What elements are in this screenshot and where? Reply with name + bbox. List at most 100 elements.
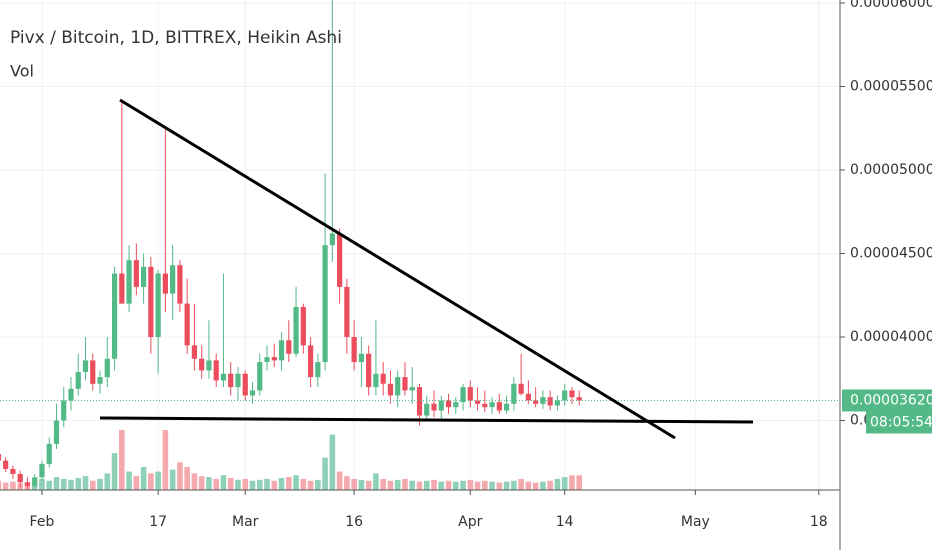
volume-bar bbox=[554, 478, 561, 490]
candle-body bbox=[53, 420, 60, 444]
volume-bar bbox=[336, 471, 343, 490]
candle-body bbox=[358, 353, 364, 363]
candle-body bbox=[199, 358, 205, 371]
candle-body bbox=[235, 373, 241, 388]
candle-body bbox=[293, 306, 299, 354]
volume-bar bbox=[467, 479, 474, 490]
x-tick-label: 14 bbox=[556, 514, 574, 530]
volume-bar bbox=[177, 462, 183, 490]
countdown-label: 08:05:54 bbox=[870, 414, 932, 430]
volume-bar bbox=[169, 469, 176, 490]
volume-bar bbox=[256, 479, 263, 490]
volume-bar bbox=[213, 478, 219, 490]
volume-bar bbox=[126, 471, 132, 490]
candle-body bbox=[511, 383, 517, 404]
volume-bar bbox=[402, 478, 408, 490]
volume-bar bbox=[373, 473, 379, 490]
volume-bar bbox=[53, 477, 60, 490]
candle-body bbox=[17, 473, 23, 483]
candle-body bbox=[257, 362, 263, 391]
volume-bar bbox=[423, 480, 430, 490]
volume-bar bbox=[293, 475, 299, 490]
candle-body bbox=[10, 468, 16, 474]
volume-bar bbox=[409, 480, 416, 490]
candle-body bbox=[97, 377, 103, 384]
candle-body bbox=[409, 387, 415, 391]
trend-line bbox=[119, 98, 676, 440]
candle-body bbox=[445, 400, 452, 408]
volume-bar bbox=[569, 475, 575, 490]
candle-body bbox=[300, 306, 306, 346]
candle-body bbox=[184, 303, 190, 346]
volume-label: Vol bbox=[10, 62, 34, 81]
x-tick-label: Feb bbox=[30, 514, 55, 530]
candle-body bbox=[351, 337, 357, 363]
volume-bar bbox=[89, 480, 96, 490]
candle-body bbox=[416, 387, 423, 416]
candle-body bbox=[213, 360, 219, 381]
volume-bar bbox=[387, 480, 394, 490]
volume-bar bbox=[482, 480, 488, 490]
volume-bar bbox=[540, 481, 546, 490]
last-price-label: 0.00003620 bbox=[850, 392, 932, 408]
candle-body bbox=[3, 460, 9, 469]
candle-body bbox=[489, 402, 495, 408]
candle-body bbox=[569, 390, 575, 398]
candle-body bbox=[460, 387, 466, 403]
volume-bar bbox=[249, 480, 256, 490]
candle-body bbox=[220, 373, 227, 381]
volume-bar bbox=[525, 481, 532, 490]
volume-bar bbox=[39, 478, 45, 490]
volume-bar bbox=[191, 473, 198, 490]
volume-bar bbox=[68, 479, 74, 490]
candle-body bbox=[337, 233, 343, 287]
volume-bar bbox=[97, 478, 103, 490]
candle-body bbox=[191, 345, 198, 359]
candle-body bbox=[264, 357, 270, 363]
candle-body bbox=[61, 400, 67, 421]
candle-body bbox=[467, 387, 473, 401]
candle-body bbox=[431, 403, 437, 411]
volume-bar bbox=[511, 480, 517, 490]
candle-body bbox=[315, 362, 321, 378]
candle-body bbox=[366, 353, 372, 388]
volume-bar bbox=[496, 482, 503, 490]
volume-bar bbox=[104, 473, 111, 490]
volume-bar bbox=[307, 480, 314, 490]
candle-body bbox=[387, 383, 394, 396]
volume-bar bbox=[365, 480, 372, 490]
volume-bar bbox=[198, 476, 205, 490]
volume-bar bbox=[518, 478, 524, 490]
volume-bar bbox=[561, 477, 568, 490]
candle-body bbox=[286, 340, 292, 354]
x-tick-label: 16 bbox=[345, 514, 363, 530]
candle-body bbox=[496, 402, 502, 411]
countdown-box bbox=[866, 411, 932, 434]
volume-bar bbox=[416, 481, 423, 490]
candle-body bbox=[438, 400, 444, 411]
volume-bar bbox=[82, 476, 89, 490]
candle-body bbox=[525, 393, 531, 401]
candle-body bbox=[111, 273, 118, 359]
candle-body bbox=[547, 397, 553, 406]
x-tick-label: Apr bbox=[458, 514, 482, 530]
candle-body bbox=[402, 377, 408, 391]
volume-bar bbox=[286, 477, 292, 490]
volume-bar bbox=[264, 478, 270, 490]
volume-bar bbox=[235, 479, 241, 490]
volume-bar bbox=[489, 481, 495, 490]
volume-bar bbox=[503, 481, 510, 490]
volume-bar bbox=[431, 479, 437, 490]
volume-bar bbox=[271, 480, 278, 490]
chart-title: Pivx / Bitcoin, 1D, BITTREX, Heikin Ashi bbox=[10, 28, 342, 48]
y-tick-label: 0.00005500 bbox=[850, 79, 932, 95]
candle-body bbox=[119, 273, 125, 304]
candle-body bbox=[504, 403, 510, 411]
candle-body bbox=[474, 400, 481, 404]
volume-bar bbox=[0, 480, 2, 490]
volume-bar bbox=[445, 480, 452, 490]
candle-body bbox=[46, 443, 52, 464]
candle-body bbox=[206, 360, 212, 371]
x-tick-label: Mar bbox=[232, 514, 259, 530]
